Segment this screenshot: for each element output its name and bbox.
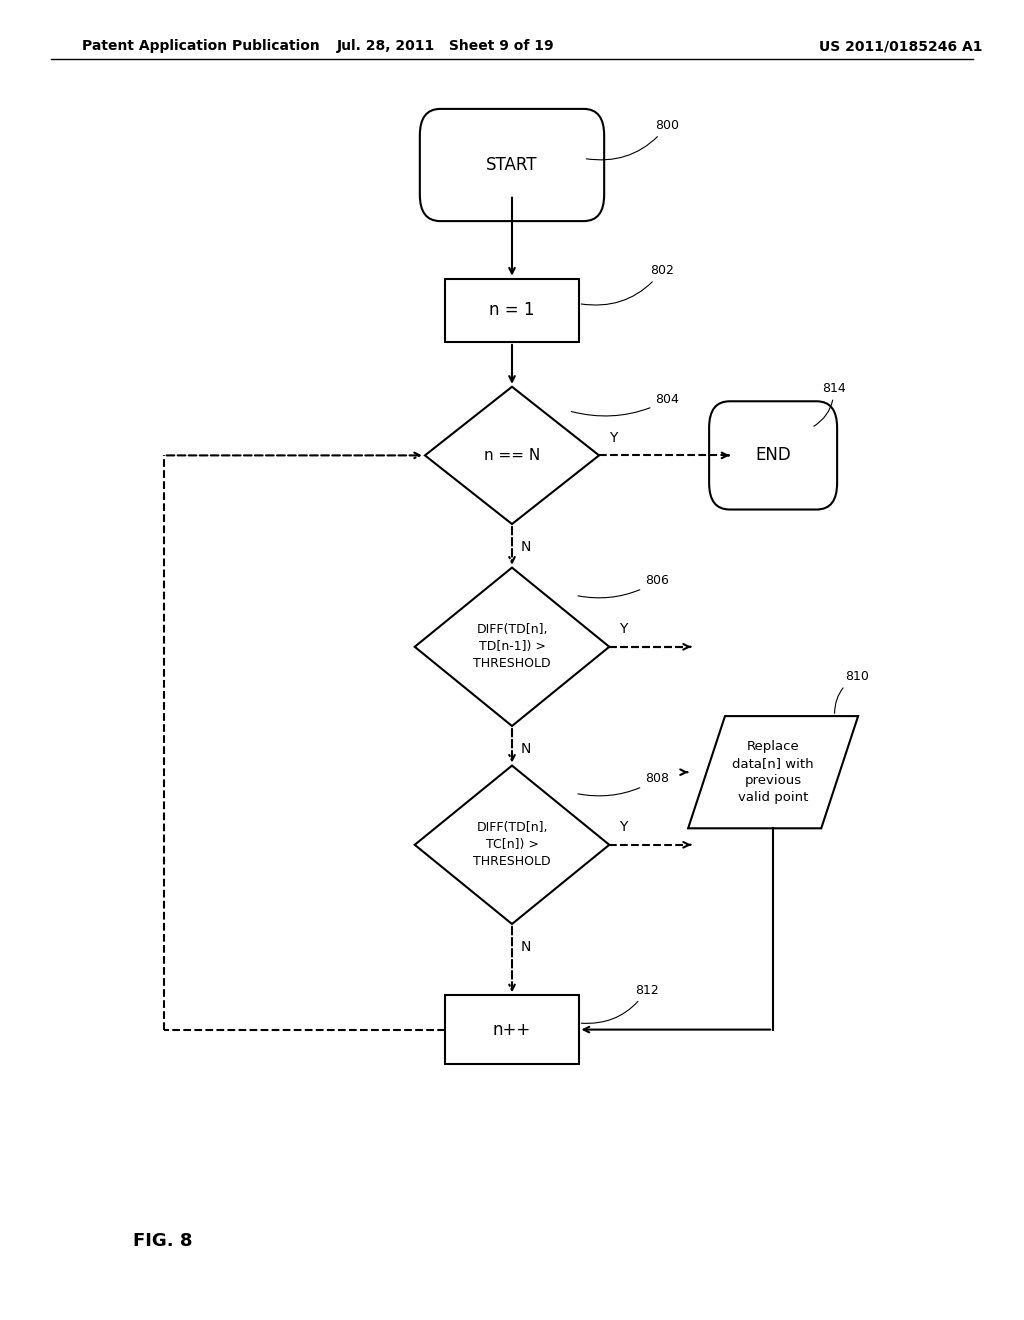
Text: END: END xyxy=(756,446,791,465)
Text: 800: 800 xyxy=(587,119,679,160)
Text: n == N: n == N xyxy=(484,447,540,463)
Text: DIFF(TD[n],
TC[n]) >
THRESHOLD: DIFF(TD[n], TC[n]) > THRESHOLD xyxy=(473,821,551,869)
Text: n++: n++ xyxy=(493,1020,531,1039)
Text: n = 1: n = 1 xyxy=(489,301,535,319)
Polygon shape xyxy=(688,715,858,829)
Text: 806: 806 xyxy=(578,574,669,598)
Text: START: START xyxy=(486,156,538,174)
Text: Y: Y xyxy=(620,820,628,834)
FancyBboxPatch shape xyxy=(420,110,604,220)
Polygon shape xyxy=(425,387,599,524)
Text: Patent Application Publication: Patent Application Publication xyxy=(82,40,319,53)
Text: US 2011/0185246 A1: US 2011/0185246 A1 xyxy=(819,40,983,53)
Polygon shape xyxy=(415,766,609,924)
Text: 804: 804 xyxy=(571,393,679,416)
Text: DIFF(TD[n],
TD[n-1]) >
THRESHOLD: DIFF(TD[n], TD[n-1]) > THRESHOLD xyxy=(473,623,551,671)
Text: 810: 810 xyxy=(835,671,868,713)
FancyBboxPatch shape xyxy=(445,279,579,342)
Text: FIG. 8: FIG. 8 xyxy=(133,1232,193,1250)
Text: 802: 802 xyxy=(582,264,674,305)
Text: 812: 812 xyxy=(582,983,658,1023)
Text: N: N xyxy=(520,940,530,954)
Text: N: N xyxy=(520,742,530,756)
Text: Y: Y xyxy=(620,622,628,636)
Text: Y: Y xyxy=(609,430,617,445)
Text: 814: 814 xyxy=(814,381,846,426)
Polygon shape xyxy=(415,568,609,726)
Text: 808: 808 xyxy=(578,772,669,796)
FancyBboxPatch shape xyxy=(709,401,838,510)
Text: Replace
data[n] with
previous
valid point: Replace data[n] with previous valid poin… xyxy=(732,741,814,804)
Text: N: N xyxy=(520,540,530,554)
Text: Jul. 28, 2011   Sheet 9 of 19: Jul. 28, 2011 Sheet 9 of 19 xyxy=(337,40,554,53)
FancyBboxPatch shape xyxy=(445,995,579,1064)
